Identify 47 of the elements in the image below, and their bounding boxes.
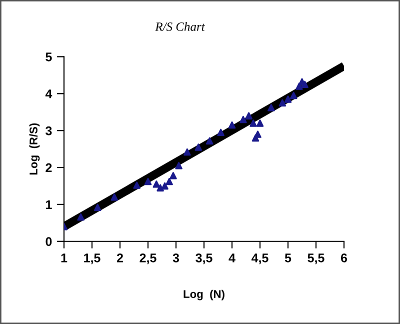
- point: [254, 130, 262, 138]
- point: [170, 172, 177, 180]
- y-tick-label: 0: [46, 237, 52, 246]
- point: [240, 116, 247, 124]
- chart-title: R/S Chart: [155, 22, 206, 31]
- point: [144, 178, 152, 186]
- x-tick-label: 2,5: [140, 254, 156, 264]
- point: [175, 162, 182, 170]
- x-tick-label: 6: [340, 254, 348, 262]
- x-tick-label: 4: [228, 254, 236, 262]
- point: [161, 182, 168, 190]
- point: [152, 180, 160, 188]
- x-axis-title: Log (N): [184, 290, 224, 300]
- point: [250, 120, 257, 127]
- point: [217, 128, 224, 136]
- point: [184, 148, 191, 156]
- point: [256, 120, 264, 127]
- x-tick-label: 5,5: [308, 254, 324, 264]
- x-tick-label: 4,5: [252, 254, 268, 264]
- point: [94, 204, 102, 212]
- point: [166, 178, 173, 186]
- point: [245, 112, 252, 120]
- x-tick-label: 3,5: [196, 254, 212, 264]
- y-tick-label: 2: [46, 163, 52, 172]
- x-tick-label: 1,5: [84, 254, 100, 264]
- point: [156, 184, 164, 192]
- x-tick-label: 1: [61, 254, 68, 262]
- y-tick-label: 1: [46, 200, 52, 209]
- point: [284, 96, 292, 103]
- point: [296, 82, 303, 90]
- x-tick-label: 2: [116, 254, 123, 262]
- point: [194, 144, 202, 151]
- y-tick-label: 3: [46, 126, 52, 136]
- point: [133, 182, 140, 189]
- point: [268, 104, 275, 112]
- point: [228, 121, 236, 129]
- y-tick-label: 4: [45, 90, 52, 98]
- y-tick-label: 5: [46, 52, 52, 62]
- point: [301, 80, 308, 88]
- y-axis-title: Log (R/S): [29, 123, 40, 175]
- point: [278, 99, 286, 107]
- point: [206, 137, 214, 145]
- x-tick-label: 3: [172, 254, 180, 262]
- x-tick-label: 5: [284, 254, 292, 262]
- point: [290, 92, 298, 100]
- point: [110, 193, 118, 201]
- point: [77, 213, 84, 221]
